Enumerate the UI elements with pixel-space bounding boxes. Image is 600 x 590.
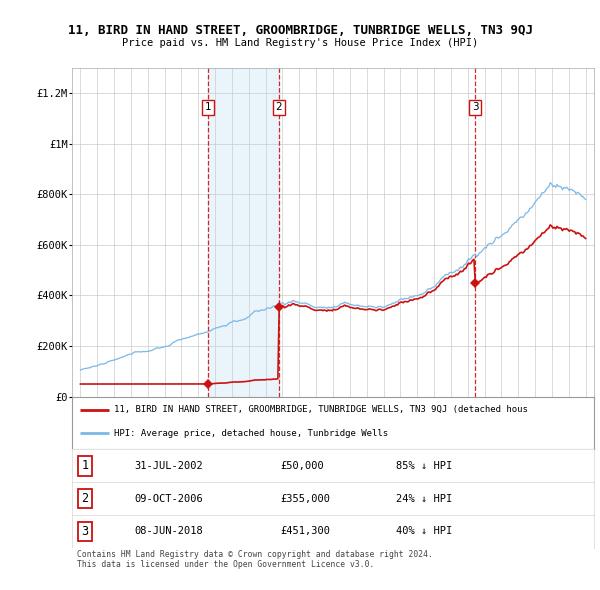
Text: 1: 1 [205, 102, 211, 112]
Text: £451,300: £451,300 [281, 526, 331, 536]
Text: 11, BIRD IN HAND STREET, GROOMBRIDGE, TUNBRIDGE WELLS, TN3 9QJ (detached hous: 11, BIRD IN HAND STREET, GROOMBRIDGE, TU… [114, 405, 527, 414]
Text: 3: 3 [82, 525, 89, 538]
Text: £50,000: £50,000 [281, 461, 325, 471]
Text: 40% ↓ HPI: 40% ↓ HPI [395, 526, 452, 536]
Text: 08-JUN-2018: 08-JUN-2018 [134, 526, 203, 536]
Text: HPI: Average price, detached house, Tunbridge Wells: HPI: Average price, detached house, Tunb… [114, 429, 388, 438]
Text: £355,000: £355,000 [281, 494, 331, 504]
Text: 2: 2 [275, 102, 282, 112]
Bar [208, 68, 279, 396]
Text: 3: 3 [472, 102, 478, 112]
Text: 11, BIRD IN HAND STREET, GROOMBRIDGE, TUNBRIDGE WELLS, TN3 9QJ: 11, BIRD IN HAND STREET, GROOMBRIDGE, TU… [67, 24, 533, 37]
Text: 85% ↓ HPI: 85% ↓ HPI [395, 461, 452, 471]
Text: 31-JUL-2002: 31-JUL-2002 [134, 461, 203, 471]
Text: 2: 2 [82, 492, 89, 505]
Text: 09-OCT-2006: 09-OCT-2006 [134, 494, 203, 504]
Text: Price paid vs. HM Land Registry's House Price Index (HPI): Price paid vs. HM Land Registry's House … [122, 38, 478, 48]
Text: 24% ↓ HPI: 24% ↓ HPI [395, 494, 452, 504]
Text: Contains HM Land Registry data © Crown copyright and database right 2024.
This d: Contains HM Land Registry data © Crown c… [77, 550, 433, 569]
Text: 1: 1 [82, 459, 89, 472]
